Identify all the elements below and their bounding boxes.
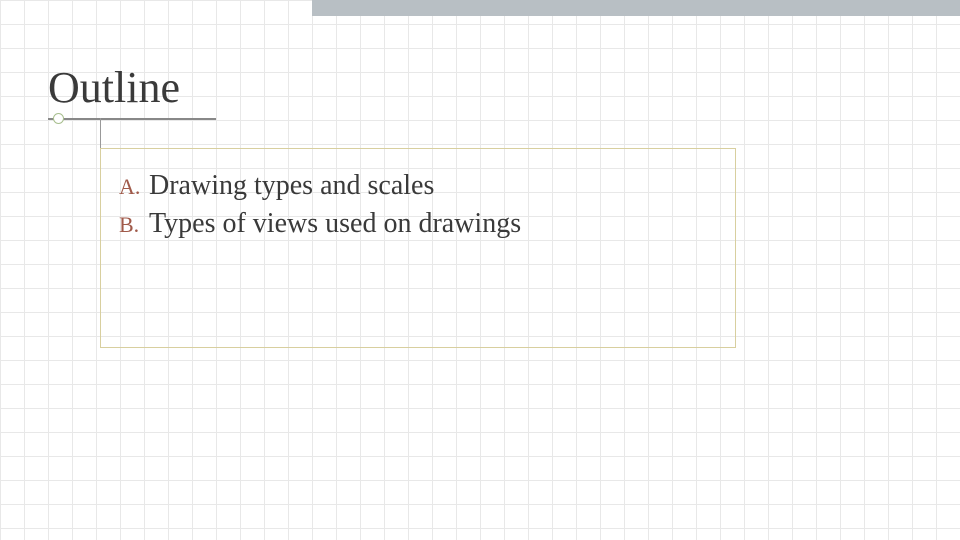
list-marker: B. (119, 210, 149, 240)
list-text: Drawing types and scales (149, 167, 434, 205)
list-item: B. Types of views used on drawings (119, 205, 715, 243)
top-accent-bar (312, 0, 960, 16)
title-bullet-icon (53, 113, 64, 124)
title-region: Outline (48, 62, 180, 113)
content-box: A. Drawing types and scales B. Types of … (100, 148, 736, 348)
slide-title: Outline (48, 62, 180, 113)
title-underline (48, 118, 216, 120)
list-text: Types of views used on drawings (149, 205, 521, 243)
list-item: A. Drawing types and scales (119, 167, 715, 205)
list-marker: A. (119, 172, 149, 202)
